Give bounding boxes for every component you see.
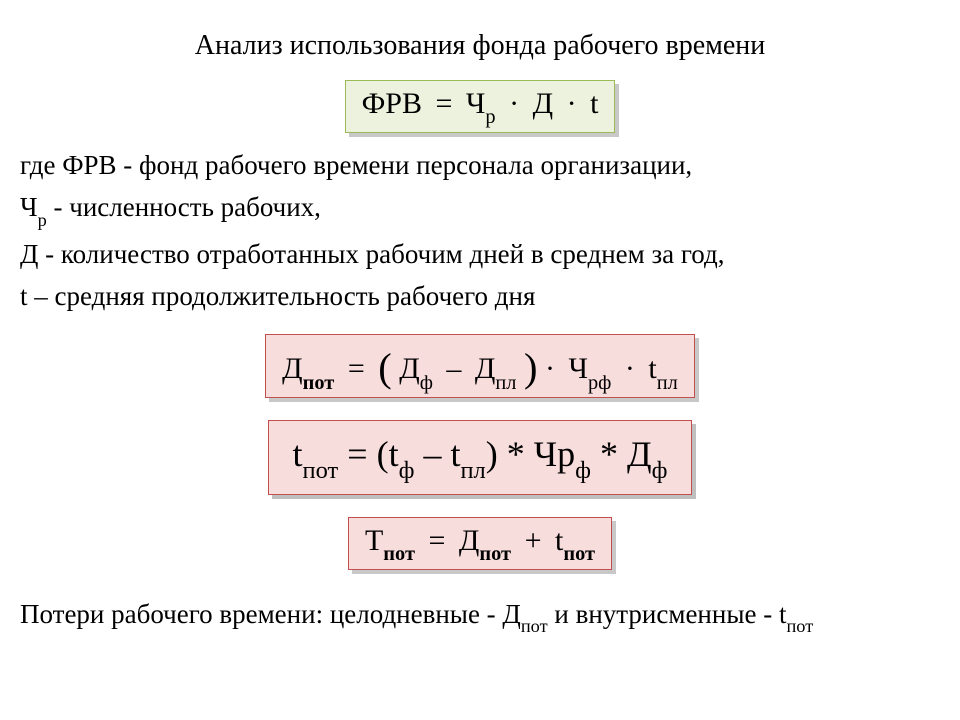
formula-1-row: ФРВ = Чр · Д · t — [20, 80, 940, 133]
f2-a-sub: ф — [420, 372, 433, 394]
f2-c: Ч — [568, 352, 588, 385]
f1-lhs: ФРВ — [362, 87, 422, 120]
f2-b-sub: пл — [495, 372, 516, 394]
def-line-3: Д - количество отработанных рабочим дней… — [20, 236, 940, 272]
f4-lhs-sub: пот — [383, 543, 415, 565]
f3-minus: – — [414, 434, 450, 474]
f1-t1: Ч — [466, 87, 486, 120]
f1-t1-sub: р — [485, 106, 495, 128]
footer-s2: пот — [786, 616, 813, 636]
f3-star1: * — [507, 434, 534, 474]
f3-lhs: t — [293, 434, 303, 474]
f4-a-sub: пот — [479, 543, 511, 565]
def-line-2a-sub: р — [38, 210, 47, 230]
f2-dot1: · — [545, 352, 555, 385]
f3-a: t — [389, 434, 399, 474]
f4-b-sub: пот — [563, 543, 595, 565]
formula-4-box: Тпот = Дпот + tпот — [348, 517, 612, 570]
footer-s1: пот — [521, 616, 548, 636]
f3-c: Чр — [534, 434, 575, 474]
def-line-2: Чр - численность рабочих, — [20, 189, 940, 229]
formula-3-row: tпот = (tф – tпл) * Чрф * Дф — [20, 420, 940, 494]
page-title: Анализ использования фонда рабочего врем… — [20, 30, 940, 62]
f3-close: ) — [486, 434, 498, 474]
f2-minus: – — [446, 352, 461, 385]
f2-c-sub: рф — [588, 372, 611, 394]
f3-star2: * — [600, 434, 618, 474]
formula-4-row: Тпот = Дпот + tпот — [20, 517, 940, 570]
f2-open: ( — [378, 345, 392, 390]
footer-p1: Потери рабочего времени: целодневные - Д — [20, 599, 521, 629]
footer-line: Потери рабочего времени: целодневные - Д… — [20, 596, 940, 636]
f3-b: t — [450, 434, 460, 474]
f3-lhs-sub: пот — [303, 457, 339, 484]
formula-2-box: Дпот = ( Дф – Дпл ) · Чрф · tпл — [265, 334, 695, 398]
formula-3-box: tпот = (tф – tпл) * Чрф * Дф — [268, 420, 693, 494]
f1-t3: t — [590, 87, 598, 120]
f2-lhs: Д — [282, 352, 302, 385]
formula-2-row: Дпот = ( Дф – Дпл ) · Чрф · tпл — [20, 334, 940, 398]
f3-eq: = — [347, 434, 376, 474]
f2-b: Д — [475, 352, 495, 385]
footer-p2: и внутрисменные - t — [548, 599, 787, 629]
f2-a: Д — [399, 352, 419, 385]
formula-1-box: ФРВ = Чр · Д · t — [345, 80, 616, 133]
f2-dot2: · — [625, 352, 635, 385]
f2-d: t — [648, 352, 656, 385]
f1-t2: Д — [533, 87, 553, 120]
f4-a: Д — [459, 524, 479, 557]
f3-b-sub: пл — [460, 457, 485, 484]
def-line-2b: - численность рабочих, — [47, 192, 321, 222]
f2-lhs-sub: пот — [303, 372, 335, 394]
f4-eq: = — [428, 524, 445, 557]
def-line-2a: Ч — [20, 192, 38, 222]
def-line-1: где ФРВ - фонд рабочего времени персонал… — [20, 147, 940, 183]
f3-d: Д — [627, 434, 652, 474]
f2-close: ) — [524, 345, 538, 390]
f2-d-sub: пл — [657, 372, 678, 394]
f4-plus: + — [525, 524, 542, 557]
f3-a-sub: ф — [399, 457, 415, 484]
f3-c-sub: ф — [575, 457, 591, 484]
def-line-4: t – средняя продолжительность рабочего д… — [20, 278, 940, 314]
f1-dot1: · — [509, 87, 519, 120]
f4-lhs: Т — [365, 524, 383, 557]
f3-d-sub: ф — [652, 457, 668, 484]
f2-eq: = — [348, 352, 365, 385]
f1-dot2: · — [567, 87, 577, 120]
f3-open: ( — [377, 434, 389, 474]
